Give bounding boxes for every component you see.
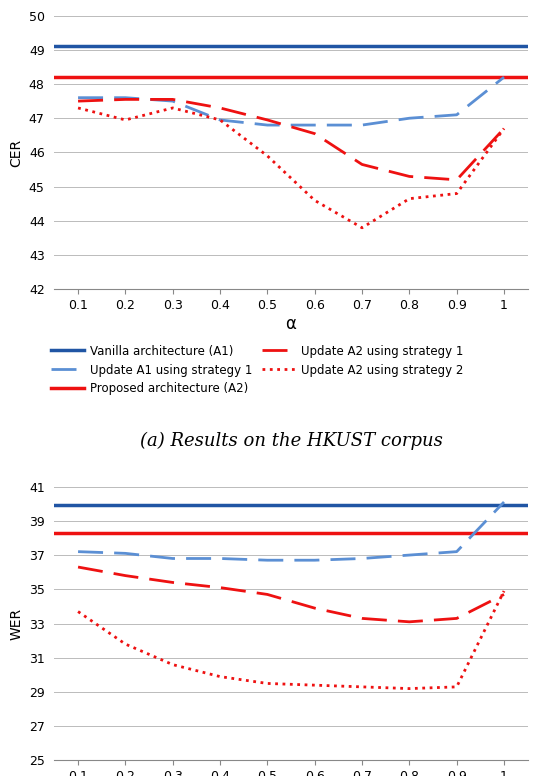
Y-axis label: WER: WER bbox=[9, 608, 23, 639]
Legend: Vanilla architecture (A1), Update A1 using strategy 1, Proposed architecture (A2: Vanilla architecture (A1), Update A1 usi… bbox=[51, 345, 463, 396]
X-axis label: α: α bbox=[286, 315, 296, 333]
Y-axis label: CER: CER bbox=[9, 138, 23, 167]
Text: (a) Results on the HKUST corpus: (a) Results on the HKUST corpus bbox=[140, 431, 442, 450]
